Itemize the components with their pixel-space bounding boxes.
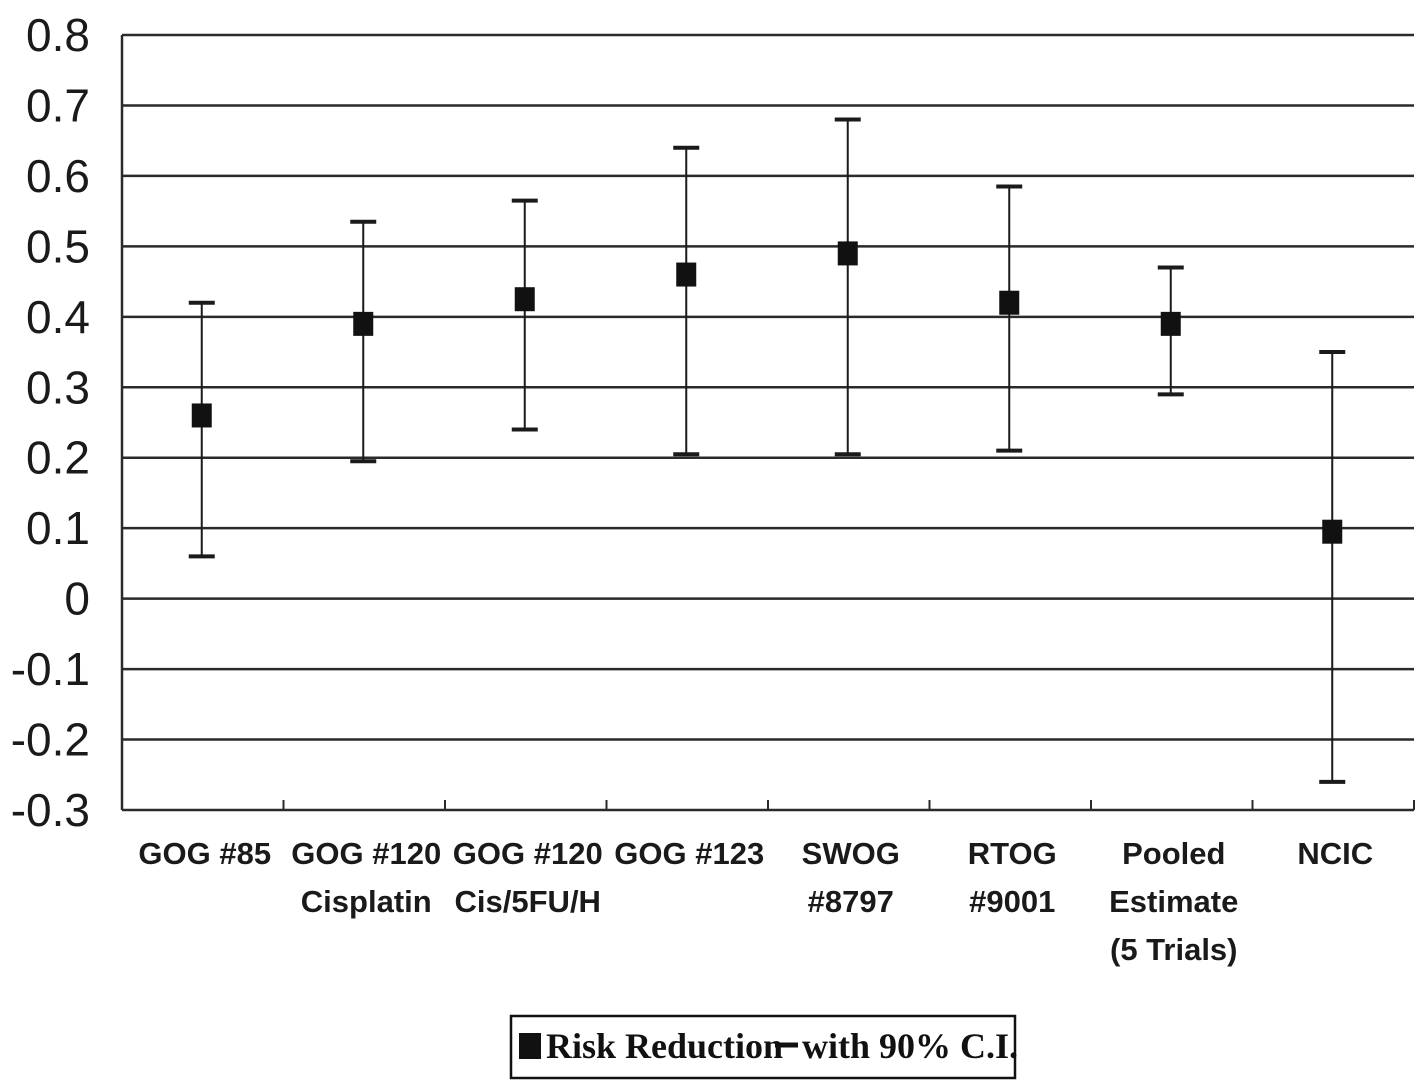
x-category-label: GOG #85 xyxy=(138,836,271,871)
y-tick-label: 0.2 xyxy=(26,432,90,484)
y-tick-label: -0.3 xyxy=(11,784,90,836)
y-tick-label: 0 xyxy=(64,573,90,625)
y-tick-labels: 0.8 0.7 0.6 0.5 0.4 0.3 0.2 0.1 0 -0.1 -0.2 -0.3 xyxy=(11,9,90,836)
y-tick-label: 0.7 xyxy=(26,79,90,131)
y-tick-label: 0.8 xyxy=(26,9,90,61)
y-tick-label: 0.3 xyxy=(26,361,90,413)
y-tick-label: -0.1 xyxy=(11,643,90,695)
risk-reduction-point xyxy=(1322,519,1343,544)
risk-reduction-point xyxy=(514,287,535,312)
gridlines xyxy=(122,33,1414,812)
legend: Risk Reduction with 90% C.I. xyxy=(509,1014,1018,1080)
risk-reduction-point xyxy=(1160,311,1181,336)
x-category-label: GOG #120 Cisplatin xyxy=(291,836,441,919)
error-bars xyxy=(188,117,1346,784)
risk-reduction-point xyxy=(676,262,697,287)
y-tick-label: 0.4 xyxy=(26,291,90,343)
data-points xyxy=(191,241,1343,544)
risk-reduction-point xyxy=(837,241,858,266)
y-tick-label: 0.1 xyxy=(26,502,90,554)
x-category-label: GOG #123 xyxy=(614,836,764,871)
x-category-label: NCIC xyxy=(1297,836,1373,871)
legend-label: Risk Reduction xyxy=(546,1026,783,1066)
y-tick-label: 0.5 xyxy=(26,220,90,272)
risk-reduction-point xyxy=(191,403,212,428)
x-category-label: SWOG #8797 xyxy=(802,836,900,919)
x-category-label: Pooled Estimate (5 Trials) xyxy=(1109,836,1238,967)
risk-reduction-point xyxy=(353,311,374,336)
x-category-label: RTOG #9001 xyxy=(968,836,1057,919)
legend-ci-label: with 90% C.I. xyxy=(802,1026,1018,1066)
x-category-label: GOG #120 Cis/5FU/H xyxy=(453,836,603,919)
legend-marker-icon xyxy=(519,1033,541,1059)
y-tick-label: -0.2 xyxy=(11,714,90,766)
legend-box xyxy=(509,1014,1017,1080)
axes xyxy=(120,35,1415,810)
risk-reduction-point xyxy=(999,290,1020,315)
y-tick-label: 0.6 xyxy=(26,150,90,202)
